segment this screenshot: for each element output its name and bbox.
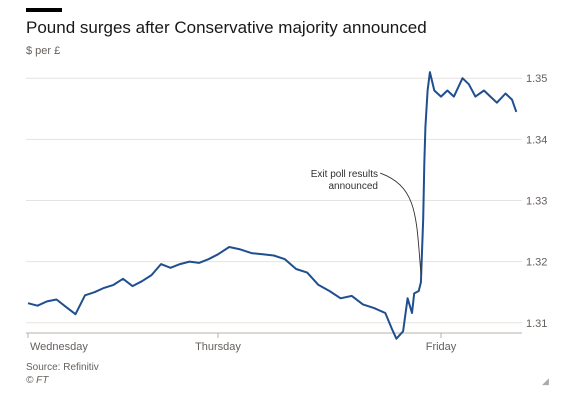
y-tick-label: 1.32 — [526, 257, 547, 269]
y-tick-label: 1.33 — [526, 196, 547, 208]
chart-subtitle: $ per £ — [26, 45, 61, 57]
x-tick-label: Thursday — [195, 341, 241, 353]
ft-credit: © FT — [26, 375, 49, 386]
annotation-label: announced — [329, 181, 379, 192]
annotation-leader-line — [379, 172, 422, 275]
y-tick-label: 1.35 — [526, 73, 547, 85]
annotation-label: Exit poll results — [311, 169, 378, 180]
x-tick-label: Wednesday — [30, 341, 88, 353]
resize-corner-icon: ◢ — [542, 376, 549, 386]
series-line — [27, 71, 518, 340]
x-tick-label: Friday — [426, 341, 457, 353]
chart-title: Pound surges after Conservative majority… — [26, 18, 427, 37]
ft-top-rule — [26, 8, 62, 12]
y-tick-label: 1.31 — [526, 318, 547, 330]
source-note: Source: Refinitiv — [26, 362, 99, 373]
y-tick-label: 1.34 — [526, 134, 547, 146]
